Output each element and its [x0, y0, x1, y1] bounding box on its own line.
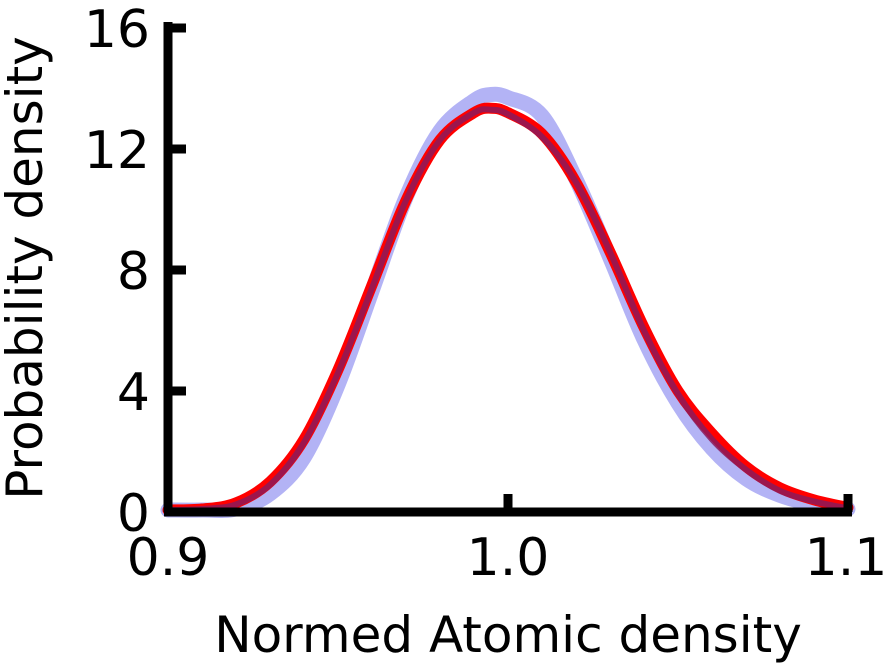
series-line-3	[165, 106, 851, 513]
y-tick-label: 16	[84, 0, 150, 60]
y-tick-label: 8	[117, 242, 150, 302]
y-axis-title: Probability density	[0, 36, 54, 500]
y-tick-label: 0	[117, 484, 150, 544]
x-tick-label: 1.1	[805, 528, 888, 588]
ticks-layer: 0 4 8 12 16 0.9 1.0 1.1	[84, 0, 888, 588]
y-tick-label: 4	[117, 363, 150, 423]
series-line-1	[160, 86, 856, 518]
x-tick-label: 1.0	[467, 528, 550, 588]
y-tick-label: 12	[84, 121, 150, 181]
series-line-2	[162, 102, 854, 516]
x-tick-label: 0.9	[127, 528, 210, 588]
series-layer	[160, 86, 856, 518]
x-axis-title: Normed Atomic density	[214, 606, 802, 663]
